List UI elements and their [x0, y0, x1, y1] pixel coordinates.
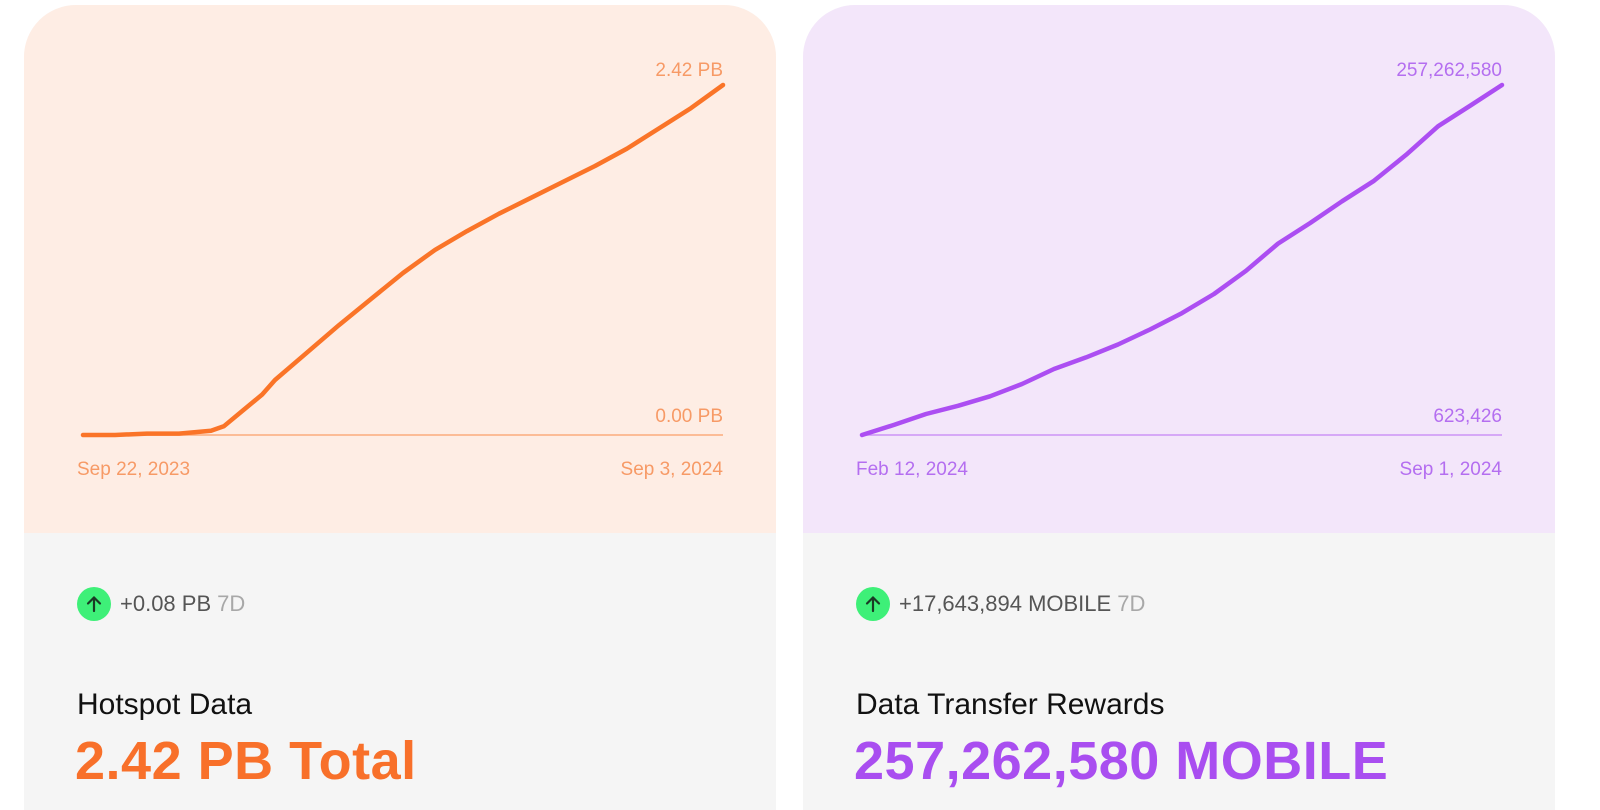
y-min-label: 0.00 PB [655, 406, 723, 427]
x-start-label: Feb 12, 2024 [856, 459, 968, 480]
hotspot-data-chart: 2.42 PB 0.00 PB Sep 22, 2023 Sep 3, 2024 [24, 5, 776, 533]
metric-total: 257,262,580 MOBILE [854, 731, 1389, 791]
metric-title: Hotspot Data [77, 688, 253, 721]
data-transfer-rewards-chart-svg: 257,262,580 623,426 Feb 12, 2024 Sep 1, … [856, 60, 1505, 480]
weekly-change: +17,643,894 MOBILE 7D [856, 587, 1145, 621]
change-value: +0.08 PB [120, 591, 212, 616]
y-max-label: 2.42 PB [655, 60, 723, 81]
y-max-label: 257,262,580 [1396, 60, 1502, 81]
metric-total: 2.42 PB Total [75, 731, 417, 791]
data-transfer-rewards-card: 257,262,580 623,426 Feb 12, 2024 Sep 1, … [803, 5, 1555, 810]
hotspot-data-card: 2.42 PB 0.00 PB Sep 22, 2023 Sep 3, 2024… [24, 5, 776, 810]
data-transfer-rewards-chart: 257,262,580 623,426 Feb 12, 2024 Sep 1, … [803, 5, 1555, 533]
hotspot-data-chart-svg: 2.42 PB 0.00 PB Sep 22, 2023 Sep 3, 2024 [77, 60, 726, 480]
change-period: 7D [1117, 591, 1146, 616]
x-end-label: Sep 1, 2024 [1400, 459, 1503, 480]
arrow-up-icon [856, 587, 890, 621]
series-line [859, 82, 1505, 438]
x-start-label: Sep 22, 2023 [77, 459, 190, 480]
series-line [80, 82, 726, 438]
metric-title: Data Transfer Rewards [856, 688, 1165, 721]
change-period: 7D [217, 591, 246, 616]
data-transfer-rewards-stats: +17,643,894 MOBILE 7D Data Transfer Rewa… [803, 533, 1555, 810]
x-end-label: Sep 3, 2024 [621, 459, 724, 480]
weekly-change: +0.08 PB 7D [77, 587, 245, 621]
hotspot-data-stats: +0.08 PB 7D Hotspot Data 2.42 PB Total [24, 533, 776, 810]
y-min-label: 623,426 [1433, 406, 1502, 427]
change-value: +17,643,894 MOBILE [899, 591, 1112, 616]
arrow-up-icon [77, 587, 111, 621]
